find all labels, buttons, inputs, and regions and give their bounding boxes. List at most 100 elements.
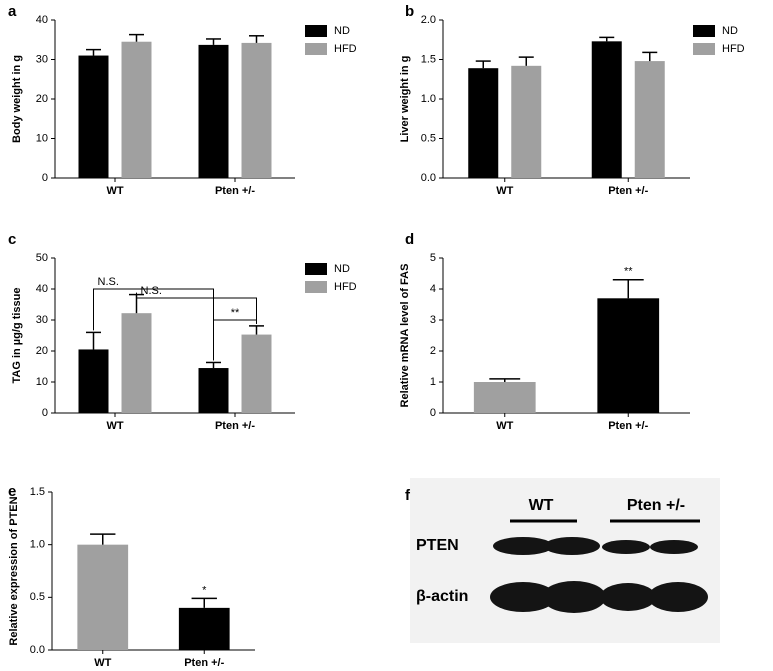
error-bar <box>642 51 658 62</box>
legend-swatch <box>693 25 715 37</box>
x-tick-label: Pten +/- <box>215 185 255 197</box>
y-tick-label: 5 <box>430 252 436 264</box>
y-tick-label: 40 <box>36 14 48 26</box>
y-tick-label: 0.0 <box>30 644 45 656</box>
y-tick-label: 0.0 <box>421 172 436 184</box>
y-tick-label: 40 <box>36 283 48 295</box>
error-bar <box>249 35 264 43</box>
bar <box>241 334 272 413</box>
bar <box>591 41 622 178</box>
y-tick-label: 10 <box>36 132 48 144</box>
annotation: * <box>202 584 207 596</box>
y-tick-label: 10 <box>36 376 48 388</box>
error-bar <box>475 60 491 69</box>
panel-letter: e <box>8 483 16 500</box>
bar <box>198 44 229 179</box>
legend-swatch <box>693 43 715 55</box>
bands <box>490 537 708 613</box>
y-tick-label: 50 <box>36 252 48 264</box>
legend-label: HFD <box>722 43 745 55</box>
blot-row: PTEN <box>416 537 459 554</box>
bar <box>77 544 129 650</box>
y-axis-label: Liver weight in g <box>399 56 411 143</box>
legend-swatch <box>305 43 327 55</box>
bar <box>241 42 272 178</box>
error-bar <box>86 331 101 350</box>
y-tick-label: 0 <box>42 407 48 419</box>
error-bar <box>489 378 521 382</box>
bar <box>511 65 542 178</box>
error-bar <box>206 38 221 45</box>
legend-label: ND <box>722 25 738 37</box>
y-tick-label: 0 <box>42 172 48 184</box>
y-tick-label: 1.5 <box>30 486 45 498</box>
bar <box>634 61 665 178</box>
y-tick-label: 30 <box>36 53 48 65</box>
x-tick-label: Pten +/- <box>215 420 255 432</box>
band <box>650 540 698 554</box>
y-tick-label: 1 <box>430 376 436 388</box>
bar <box>198 368 229 413</box>
band <box>600 583 656 611</box>
error-bar <box>599 36 615 42</box>
y-tick-label: 0.5 <box>30 591 45 603</box>
bar <box>473 382 536 413</box>
x-tick-label: WT <box>496 185 513 197</box>
x-tick-label: Pten +/- <box>608 420 648 432</box>
error-bar <box>206 361 221 369</box>
band <box>490 582 556 612</box>
legend-label: ND <box>334 25 350 37</box>
band <box>602 540 650 554</box>
error-bar <box>249 325 264 335</box>
blot-group: WT <box>529 497 554 514</box>
error-bar <box>612 278 644 299</box>
bar <box>121 313 152 413</box>
x-tick-label: Pten +/- <box>184 657 224 666</box>
y-tick-label: 1.0 <box>30 539 45 551</box>
y-axis-label: Relative mRNA level of FAS <box>399 264 411 408</box>
bar <box>121 41 152 178</box>
legend-swatch <box>305 25 327 37</box>
error-bar <box>191 597 217 608</box>
significance-bracket <box>136 292 257 324</box>
x-tick-label: WT <box>496 420 513 432</box>
y-tick-label: 4 <box>430 283 436 295</box>
panel-letter: b <box>405 3 414 20</box>
blot-background <box>410 478 720 643</box>
y-tick-label: 3 <box>430 314 436 326</box>
x-tick-label: Pten +/- <box>608 185 648 197</box>
y-tick-label: 0 <box>430 407 436 419</box>
error-bar <box>90 533 116 545</box>
bar <box>178 607 230 650</box>
band <box>493 537 553 555</box>
y-tick-label: 20 <box>36 345 48 357</box>
bar <box>597 298 660 413</box>
panel-letter: c <box>8 231 16 248</box>
y-tick-label: 2.0 <box>421 14 436 26</box>
legend-swatch <box>305 263 327 275</box>
error-bar <box>129 33 144 42</box>
bar <box>78 55 109 178</box>
y-tick-label: 2 <box>430 345 436 357</box>
annotation: N.S. <box>98 276 119 288</box>
annotation: N.S. <box>141 285 162 297</box>
error-bar <box>518 56 534 66</box>
blot-group: Pten +/- <box>627 497 685 514</box>
bar <box>78 349 109 413</box>
x-tick-label: WT <box>106 420 123 432</box>
y-axis-label: Body weight in g <box>11 55 23 143</box>
y-axis-label: TAG in µg/g tissue <box>11 288 23 384</box>
blot-row: β-actin <box>416 588 468 605</box>
band <box>648 582 708 612</box>
legend-label: HFD <box>334 281 357 293</box>
y-axis-label: Relative expression of PTEN <box>8 496 20 645</box>
panel-letter: a <box>8 3 17 20</box>
significance-bracket <box>93 288 214 361</box>
y-tick-label: 1.0 <box>421 93 436 105</box>
legend-label: ND <box>334 263 350 275</box>
y-tick-label: 1.5 <box>421 53 436 65</box>
x-tick-label: WT <box>106 185 123 197</box>
panel-letter: d <box>405 231 414 248</box>
error-bar <box>86 48 101 56</box>
